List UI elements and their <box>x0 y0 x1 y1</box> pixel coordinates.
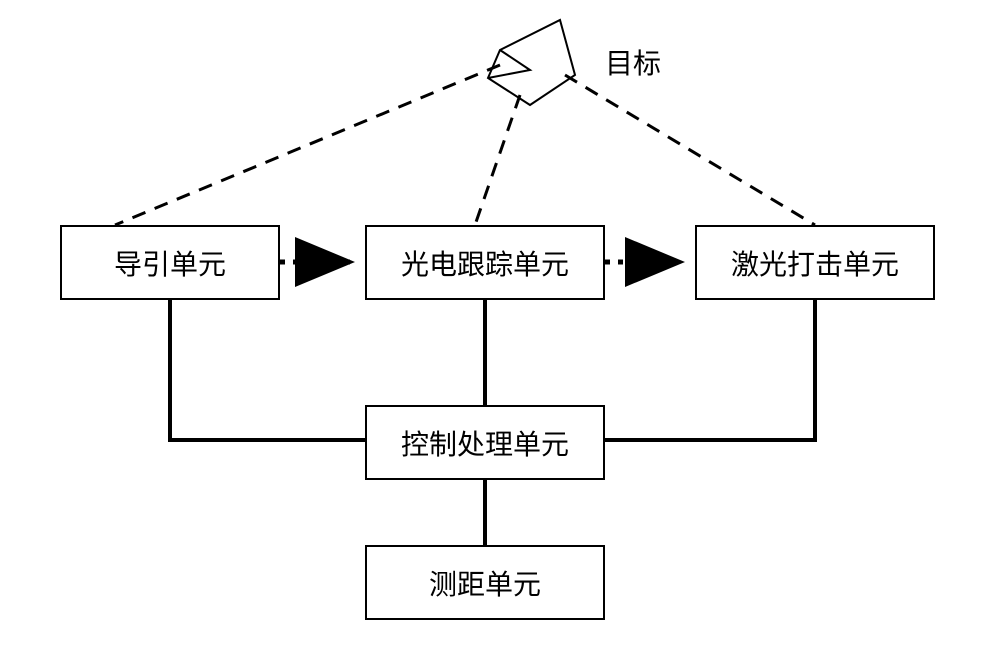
guide-unit-box: 导引单元 <box>60 225 280 300</box>
guide-unit-label: 导引单元 <box>114 243 226 283</box>
target-notch-icon <box>488 50 530 78</box>
target-label: 目标 <box>605 42 661 82</box>
target-text: 目标 <box>605 49 661 80</box>
ranging-unit-box: 测距单元 <box>365 545 605 620</box>
control-unit-label: 控制处理单元 <box>401 423 569 463</box>
control-unit-box: 控制处理单元 <box>365 405 605 480</box>
edge-target-laser <box>565 75 815 225</box>
laser-unit-box: 激光打击单元 <box>695 225 935 300</box>
edge-laser-control <box>605 300 815 440</box>
edge-guide-control <box>170 300 365 440</box>
track-unit-label: 光电跟踪单元 <box>401 243 569 283</box>
target-shape-icon <box>488 20 575 105</box>
edge-target-track <box>475 95 520 225</box>
laser-unit-label: 激光打击单元 <box>731 243 899 283</box>
ranging-unit-label: 测距单元 <box>429 563 541 603</box>
track-unit-box: 光电跟踪单元 <box>365 225 605 300</box>
edge-target-guide <box>115 65 500 225</box>
